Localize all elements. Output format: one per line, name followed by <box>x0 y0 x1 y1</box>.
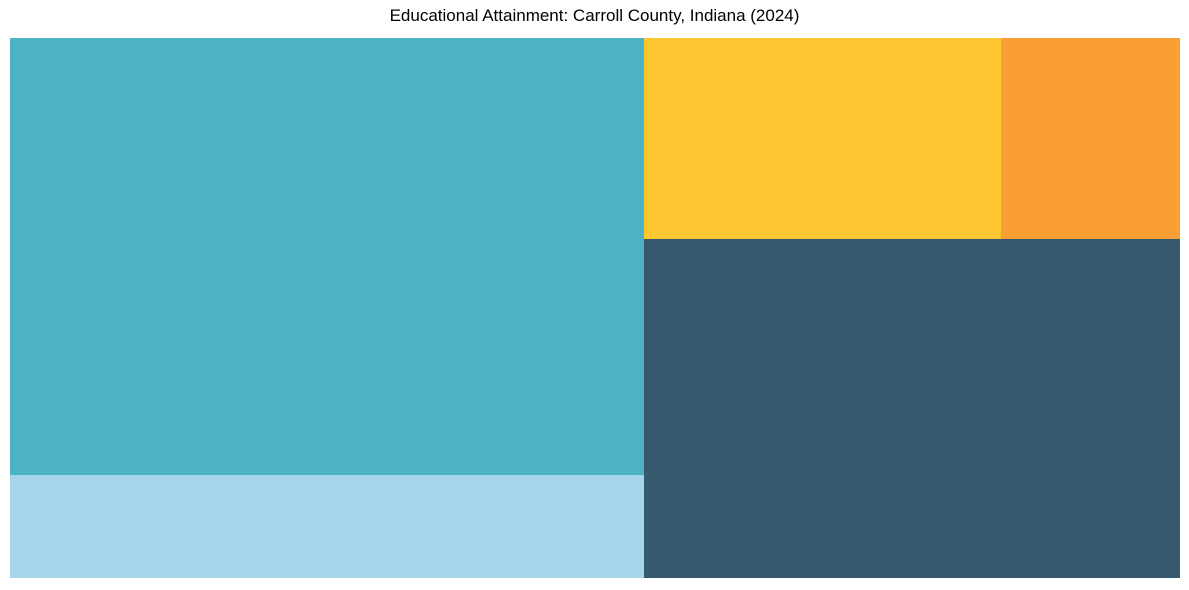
treemap-segment-yellow <box>644 38 1001 239</box>
treemap-segment-teal <box>10 38 644 475</box>
treemap-segment-dark-slate <box>644 239 1180 578</box>
chart-title: Educational Attainment: Carroll County, … <box>389 6 800 25</box>
treemap-segment-orange <box>1001 38 1180 239</box>
treemap-segment-light-blue <box>10 475 644 578</box>
